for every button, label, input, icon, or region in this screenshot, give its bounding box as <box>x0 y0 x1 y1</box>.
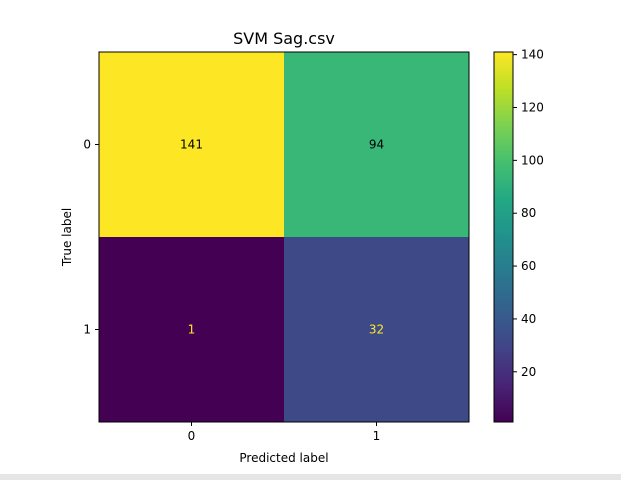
colorbar-ticks: 20 40 60 80 100 120 140 <box>513 48 544 379</box>
chart-title: SVM Sag.csv <box>233 29 335 48</box>
colorbar-tick-label: 100 <box>521 153 544 167</box>
window-bottom-strip <box>0 474 621 480</box>
matrix-value-0-1: 94 <box>369 138 384 152</box>
colorbar-tick-label: 20 <box>521 365 536 379</box>
colorbar-tick-label: 60 <box>521 259 536 273</box>
matrix-value-1-0: 1 <box>188 323 196 337</box>
y-tick-label: 1 <box>83 323 91 337</box>
colorbar-tick-label: 40 <box>521 312 536 326</box>
matrix-cells <box>99 52 469 422</box>
matrix-cell-0-1 <box>284 52 469 237</box>
y-axis-label: True label <box>60 208 74 267</box>
plot-frame <box>98 51 470 423</box>
matrix-value-1-1: 32 <box>369 323 384 337</box>
y-tick-label: 0 <box>83 138 91 152</box>
x-tick-label: 1 <box>373 429 381 443</box>
colorbar-tick-label: 120 <box>521 101 544 115</box>
colorbar <box>493 51 514 423</box>
matrix-value-0-0: 141 <box>180 138 203 152</box>
colorbar-tick-label: 80 <box>521 206 536 220</box>
x-tick-label: 0 <box>188 429 196 443</box>
matrix-cell-labels: 141 94 1 32 <box>180 138 384 337</box>
colorbar-tick-label: 140 <box>521 48 544 62</box>
matrix-cell-1-1 <box>284 237 469 422</box>
y-axis-ticks: 01 <box>83 138 99 337</box>
matrix-cell-1-0 <box>99 237 284 422</box>
x-axis-label: Predicted label <box>239 451 328 465</box>
matrix-cell-0-0 <box>99 52 284 237</box>
